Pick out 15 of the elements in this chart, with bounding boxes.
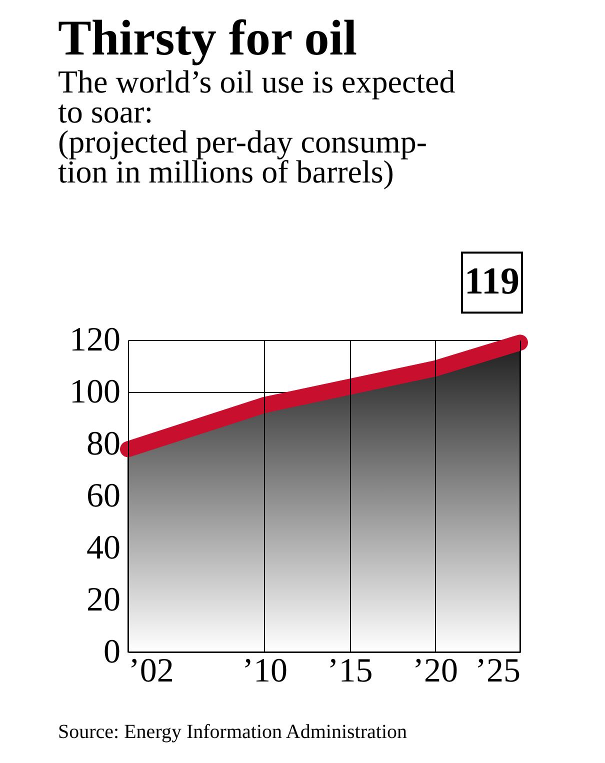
y-tick-label: 120 — [70, 322, 120, 358]
y-tick-label: 80 — [86, 426, 120, 462]
y-tick-label: 0 — [104, 634, 120, 670]
x-tick-label: ’25 — [475, 652, 520, 690]
x-tick-label: ’15 — [327, 652, 373, 690]
y-tick-label: 20 — [86, 582, 120, 618]
x-tick-label: ’02 — [128, 652, 174, 690]
x-tick-label: ’20 — [412, 652, 458, 690]
y-tick-label: 100 — [70, 374, 120, 410]
y-tick-label: 60 — [86, 478, 120, 514]
chart-title: Thirsty for oil — [58, 10, 358, 66]
x-tick-label: ’10 — [242, 652, 288, 690]
source-note: Source: Energy Information Administration — [58, 721, 408, 743]
y-tick-label: 40 — [86, 530, 120, 566]
annotation: 119 — [464, 260, 520, 303]
